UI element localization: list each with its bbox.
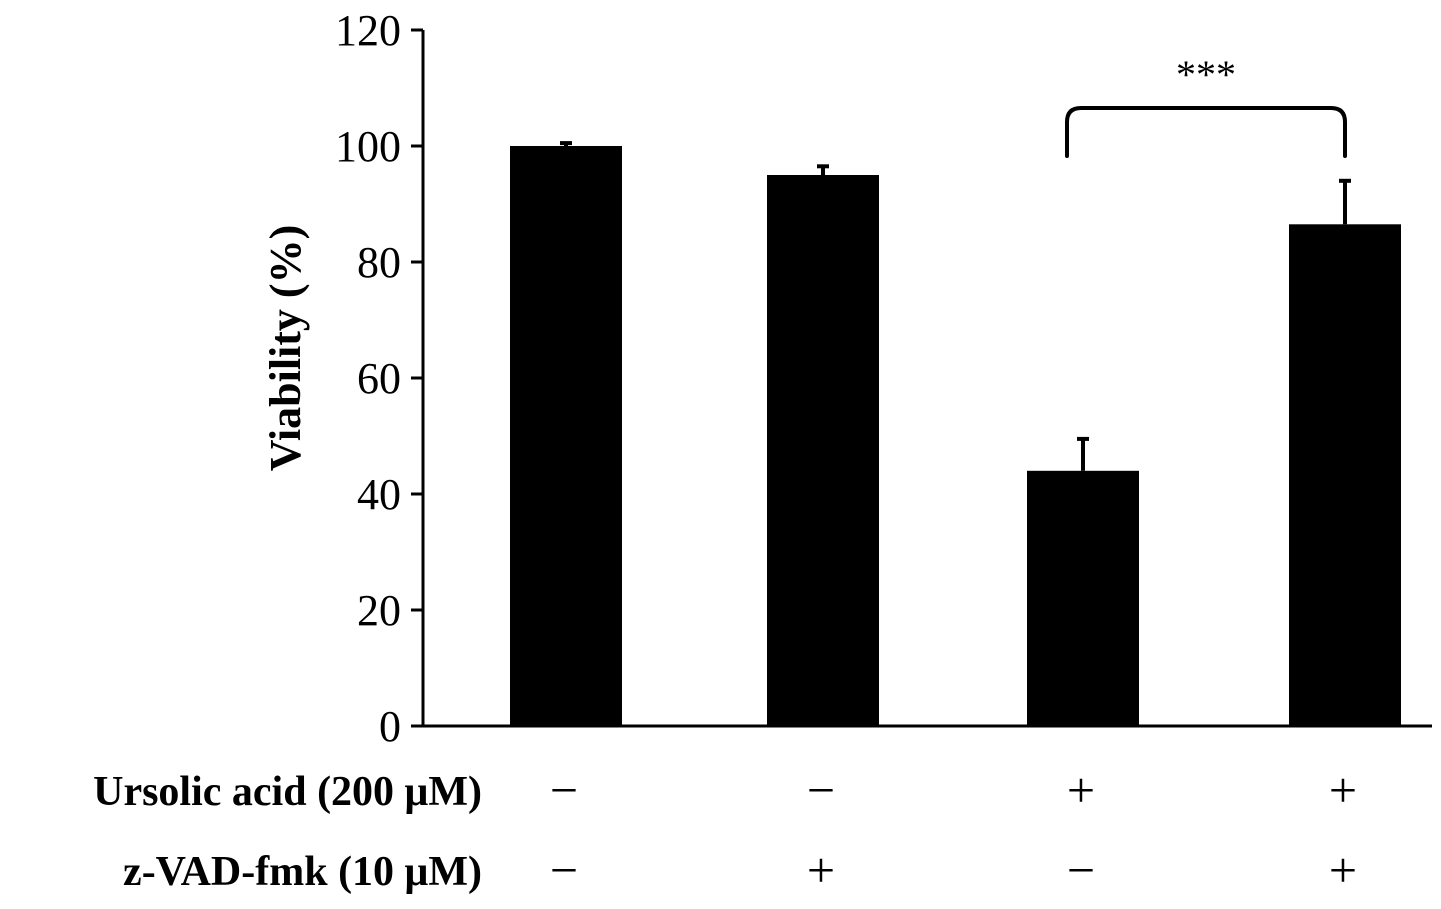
y-tick-label: 80	[357, 238, 401, 287]
y-tick-label: 100	[335, 122, 401, 171]
y-tick-label: 20	[357, 586, 401, 635]
bar	[510, 146, 622, 726]
treatment-sign: −	[1067, 842, 1095, 898]
bar	[1289, 224, 1401, 727]
y-tick-label: 0	[379, 702, 401, 751]
treatment-sign: +	[1067, 762, 1095, 818]
y-tick-label: 40	[357, 470, 401, 519]
treatment-sign: −	[550, 762, 578, 818]
y-axis-label: Viability (%)	[261, 225, 310, 471]
treatment-sign: +	[1329, 762, 1357, 818]
significance-label: ***	[1176, 52, 1236, 97]
error-bars-layer	[560, 141, 1351, 471]
y-tick-label: 120	[335, 6, 401, 55]
treatment-row-label: Ursolic acid (200 μM)	[93, 769, 482, 815]
significance-bracket-line	[1065, 106, 1347, 158]
treatment-sign: −	[807, 762, 835, 818]
treatment-sign: +	[1329, 842, 1357, 898]
treatment-table: Ursolic acid (200 μM) − − + + z-VAD-fmk (10 μ…	[93, 762, 1357, 898]
significance-bracket: ***	[1065, 52, 1347, 158]
treatment-row-label: z-VAD-fmk (10 μM)	[123, 849, 482, 895]
bar	[1027, 470, 1139, 726]
y-tick-label: 60	[357, 354, 401, 403]
treatment-sign: +	[807, 842, 835, 898]
y-ticks-layer: 0 20 40 60 80 100 120	[335, 6, 423, 751]
bars-layer	[510, 146, 1401, 727]
bar	[767, 175, 879, 726]
treatment-sign: −	[550, 842, 578, 898]
